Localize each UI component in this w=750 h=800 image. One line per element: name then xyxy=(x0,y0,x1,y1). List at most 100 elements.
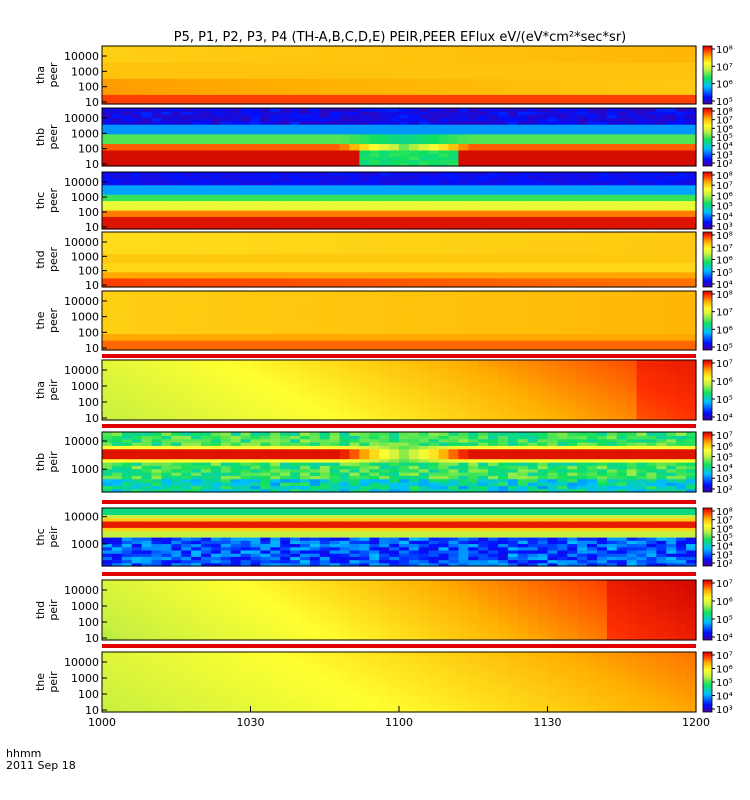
panel-species-label: peer xyxy=(47,188,60,214)
x-label-hhmm: hhmm xyxy=(6,747,41,760)
panel-gap-bar xyxy=(102,354,696,358)
y-tick-label: 100 xyxy=(78,143,99,156)
y-tick-label: 10000 xyxy=(64,511,99,524)
panel-the-peer: 10 100 1000 10000 the peer 10⁵ 10⁶ 10⁷ 10⁸ xyxy=(34,290,733,355)
panel-frame xyxy=(101,579,697,641)
colorbar-tick-label: 10² xyxy=(716,159,733,170)
panel-probe-label: tha xyxy=(34,381,47,399)
colorbar xyxy=(702,431,713,493)
colorbar-tick-label: 10⁴ xyxy=(716,142,733,153)
y-tick-label: 10 xyxy=(85,96,99,109)
colorbar-tick-label: 10⁶ xyxy=(716,665,733,676)
colorbar xyxy=(702,290,713,351)
colorbar-tick-label: 10⁶ xyxy=(716,124,733,135)
panel-probe-label: the xyxy=(34,673,47,691)
colorbar-tick-label: 10³ xyxy=(716,222,733,233)
panel-thd-peir: 10 100 1000 10000 thd peir 10⁴ 10⁵ 10⁶ 10⁷ xyxy=(34,579,733,645)
colorbar-tick-label: 10⁵ xyxy=(716,202,733,213)
colorbar-tick-label: 10⁷ xyxy=(716,181,733,192)
panel-probe-label: thc xyxy=(34,192,47,209)
y-tick-label: 1000 xyxy=(71,600,99,613)
panel-frame xyxy=(101,359,697,421)
panel-frame xyxy=(101,107,697,167)
x-axis: 1000 1030 1100 1130 1200 xyxy=(88,706,710,729)
colorbar-tick-label: 10⁶ xyxy=(716,256,733,267)
colorbar-tick-label: 10³ xyxy=(716,474,733,485)
y-tick-label: 1000 xyxy=(71,65,99,78)
colorbar-tick-label: 10⁸ xyxy=(716,507,733,518)
panel-species-label: peir xyxy=(47,379,60,401)
colorbar-tick-label: 10⁴ xyxy=(716,463,733,474)
colorbar-tick-label: 10⁷ xyxy=(716,651,733,662)
y-tick-label: 10 xyxy=(85,279,99,292)
panel-probe-label: thd xyxy=(34,601,47,619)
colorbar-tick-label: 10⁴ xyxy=(716,413,733,424)
panel-gap-bar xyxy=(102,572,696,576)
x-tick-label: 1200 xyxy=(682,716,710,729)
panel-tha-peir: 10 100 1000 10000 tha peir 10⁴ 10⁵ 10⁶ 10⁷ xyxy=(34,359,733,425)
x-tick-label: 1130 xyxy=(534,716,562,729)
colorbar-tick-label: 10³ xyxy=(716,705,733,716)
colorbar-tick-label: 10⁷ xyxy=(716,579,733,590)
colorbar-tick-label: 10⁷ xyxy=(716,243,733,254)
y-tick-label: 10 xyxy=(85,704,99,717)
colorbar-tick-label: 10⁷ xyxy=(716,62,733,73)
colorbar xyxy=(702,651,713,713)
panel-tha-peer: 10 100 1000 10000 tha peer 10⁵ 10⁶ 10⁷ 10⁸ xyxy=(34,45,733,109)
y-tick-label: 1000 xyxy=(71,127,99,140)
colorbar-tick-label: 10⁵ xyxy=(716,533,733,544)
panel-probe-label: thc xyxy=(34,528,47,545)
colorbar-tick-label: 10⁶ xyxy=(716,80,733,91)
colorbar-tick-label: 10⁵ xyxy=(716,97,733,108)
colorbar-tick-label: 10⁷ xyxy=(716,431,733,442)
colorbar-tick-label: 10⁵ xyxy=(716,615,733,626)
panel-species-label: peir xyxy=(47,599,60,621)
figure-title: P5, P1, P2, P3, P4 (TH-A,B,C,D,E) PEIR,P… xyxy=(174,30,627,45)
panel-species-label: peer xyxy=(47,124,60,150)
panel-gap-bar xyxy=(102,424,696,428)
y-tick-label: 10 xyxy=(85,342,99,355)
y-tick-label: 10000 xyxy=(64,236,99,249)
y-tick-label: 10 xyxy=(85,632,99,645)
y-tick-label: 100 xyxy=(78,265,99,278)
panel-probe-label: thb xyxy=(34,128,47,146)
colorbar xyxy=(702,359,713,421)
y-tick-label: 100 xyxy=(78,81,99,94)
panel-probe-label: tha xyxy=(34,66,47,84)
panel-probe-label: the xyxy=(34,311,47,329)
y-tick-label: 1000 xyxy=(71,463,99,476)
x-tick-label: 1100 xyxy=(385,716,413,729)
colorbar-tick-label: 10⁵ xyxy=(716,268,733,279)
panel-species-label: peir xyxy=(47,671,60,693)
y-tick-label: 10000 xyxy=(64,656,99,669)
y-tick-label: 1000 xyxy=(71,191,99,204)
colorbar xyxy=(702,171,713,230)
colorbar-tick-label: 10⁵ xyxy=(716,395,733,406)
y-tick-label: 1000 xyxy=(71,250,99,263)
colorbar-tick-label: 10⁸ xyxy=(716,171,733,182)
colorbar-tick-label: 10⁷ xyxy=(716,116,733,127)
panel-thb-peer: 10 100 1000 10000 thb peer 10²10³10⁴10⁵10⁶10⁷1… xyxy=(34,107,733,171)
y-tick-label: 10000 xyxy=(64,364,99,377)
y-tick-label: 1000 xyxy=(71,672,99,685)
y-tick-label: 10 xyxy=(85,158,99,171)
panel-species-label: peer xyxy=(47,308,60,334)
colorbar-tick-label: 10⁴ xyxy=(716,212,733,223)
colorbar xyxy=(702,507,713,567)
colorbar-tick-label: 10⁴ xyxy=(716,280,733,291)
colorbar-tick-label: 10⁶ xyxy=(716,524,733,535)
panel-gap-bar xyxy=(102,644,696,648)
y-tick-label: 10000 xyxy=(64,435,99,448)
y-tick-label: 100 xyxy=(78,616,99,629)
colorbar-tick-label: 10⁴ xyxy=(716,692,733,703)
colorbar-tick-label: 10⁴ xyxy=(716,633,733,644)
panel-frame xyxy=(101,231,697,288)
colorbar-tick-label: 10⁷ xyxy=(716,308,733,319)
colorbar-tick-label: 10³ xyxy=(716,150,733,161)
colorbar-tick-label: 10⁶ xyxy=(716,597,733,608)
